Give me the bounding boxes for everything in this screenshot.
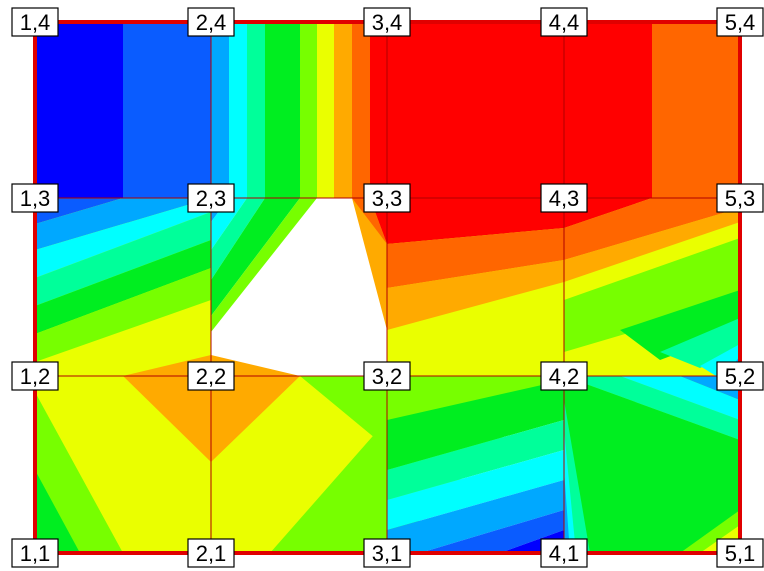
node-label: 3,3 (363, 183, 411, 213)
node-label-text: 1,2 (20, 364, 51, 389)
node-label-text: 5,3 (725, 186, 756, 211)
band-teal-bottommid (387, 420, 564, 500)
node-label-text: 2,1 (196, 541, 227, 566)
node-label: 5,2 (716, 361, 764, 391)
node-label-text: 1,1 (20, 541, 51, 566)
band-green-midright (620, 290, 740, 360)
node-label-text: 3,2 (372, 364, 403, 389)
band-green-bottomright (564, 376, 740, 553)
band-orange-mid3 (334, 198, 387, 330)
band-cyan-midleft (35, 198, 211, 278)
node-label: 1,1 (11, 538, 59, 568)
band-blue-bottommid (420, 510, 564, 553)
node-label-box (187, 183, 235, 213)
node-label: 4,2 (540, 361, 588, 391)
node-label-box (363, 7, 411, 37)
node-label-text: 2,2 (196, 364, 227, 389)
node-label-box (540, 7, 588, 37)
node-label-box (187, 361, 235, 391)
node-label-box (716, 361, 764, 391)
band-green-bottomleft (35, 470, 80, 553)
node-label-box (716, 183, 764, 213)
node-label-text: 5,1 (725, 541, 756, 566)
band-sky-bottomright2 (564, 470, 570, 553)
band-darkorange-top (352, 22, 370, 198)
node-label: 2,3 (187, 183, 235, 213)
band-sky-top (211, 22, 229, 198)
node-label: 5,4 (716, 7, 764, 37)
node-label: 1,4 (11, 7, 59, 37)
band-teal-top (247, 22, 265, 198)
band-darkorange-topright (652, 22, 740, 198)
node-label: 2,4 (187, 7, 235, 37)
node-label: 1,3 (11, 183, 59, 213)
node-label-text: 3,4 (372, 10, 403, 35)
band-orange-top (334, 22, 352, 198)
node-label-text: 2,3 (196, 186, 227, 211)
node-label: 5,1 (716, 538, 764, 568)
node-label: 3,1 (363, 538, 411, 568)
node-label-box (11, 7, 59, 37)
mesh-grid (35, 22, 740, 553)
band-sky-bottommid (387, 480, 564, 553)
node-label-text: 4,1 (549, 541, 580, 566)
node-label-text: 3,3 (372, 186, 403, 211)
node-labels: 1,4 2,4 3,4 4,4 5,4 1,3 2,3 3,3 4,3 5,3 1,2 2,2 3,2 4… (11, 7, 764, 568)
node-label: 5,3 (716, 183, 764, 213)
node-label-box (11, 538, 59, 568)
band-deep-blue-top (35, 22, 123, 198)
node-label-box (540, 183, 588, 213)
node-label-text: 1,4 (20, 10, 51, 35)
band-teal-midleft (35, 212, 211, 306)
band-lime-midright (564, 238, 740, 352)
node-label: 3,4 (363, 7, 411, 37)
band-green-midleft (35, 240, 211, 334)
band-green-bottommid (387, 380, 564, 470)
node-label-text: 4,3 (549, 186, 580, 211)
node-label-box (187, 7, 235, 37)
node-label-text: 1,3 (20, 186, 51, 211)
node-label: 4,1 (540, 538, 588, 568)
band-red-top (370, 22, 652, 198)
node-label: 4,3 (540, 183, 588, 213)
band-teal-bottomright (564, 376, 740, 440)
node-label: 1,2 (11, 361, 59, 391)
node-label-box (540, 361, 588, 391)
node-label-box (363, 361, 411, 391)
band-green-top (265, 22, 300, 198)
node-label-box (11, 183, 59, 213)
band-lime-midleft (35, 268, 211, 362)
node-label-text: 2,4 (196, 10, 227, 35)
node-label-box (716, 538, 764, 568)
node-label-text: 5,2 (725, 364, 756, 389)
node-label: 4,4 (540, 7, 588, 37)
node-label-text: 5,4 (725, 10, 756, 35)
node-label-box (363, 183, 411, 213)
node-label: 2,1 (187, 538, 235, 568)
node-label: 2,2 (187, 361, 235, 391)
band-lime-mid2 (211, 198, 317, 332)
band-cyan-bottomright (620, 376, 740, 420)
node-label-box (540, 538, 588, 568)
node-label-text: 3,1 (372, 541, 403, 566)
band-yellow-top (317, 22, 334, 198)
band-cyan-bottommid (387, 450, 564, 530)
node-label-text: 4,2 (549, 364, 580, 389)
band-cyan-top (229, 22, 247, 198)
band-lime-bottommid2 (270, 420, 387, 553)
node-label-box (363, 538, 411, 568)
node-label-text: 4,4 (549, 10, 580, 35)
node-label-box (716, 7, 764, 37)
band-darkorange-mid3 (352, 198, 740, 288)
band-blue-top (123, 22, 211, 198)
node-label: 3,2 (363, 361, 411, 391)
node-label-box (11, 361, 59, 391)
band-lime-top (300, 22, 317, 198)
node-label-box (187, 538, 235, 568)
